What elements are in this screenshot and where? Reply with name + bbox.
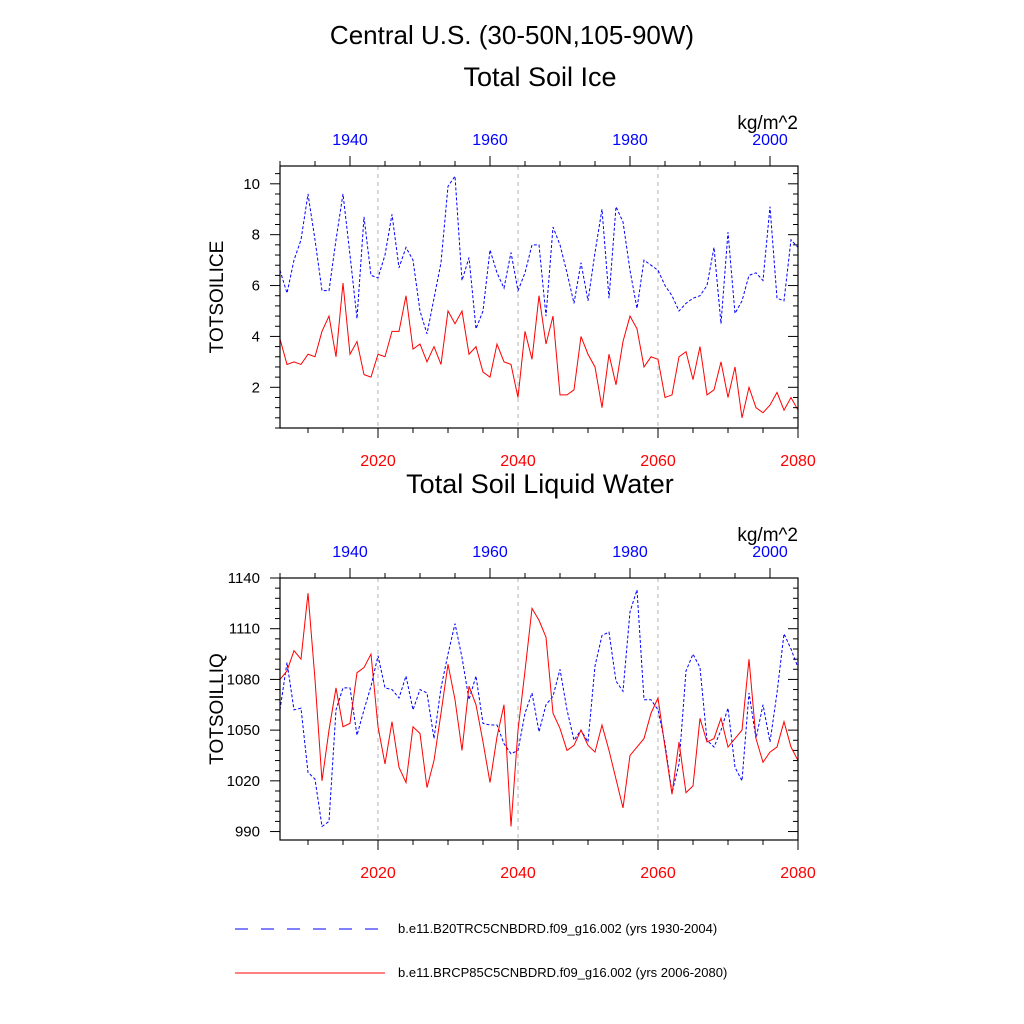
series-future-line (279, 593, 799, 827)
x-bottom-tick-label: 2040 (500, 453, 536, 470)
plot-frame (279, 577, 799, 841)
x-bottom-tick-label: 2020 (360, 453, 396, 470)
x-top-tick-label: 1940 (332, 132, 368, 149)
x-top-tick-label: 1980 (612, 132, 648, 149)
y-axis-label: TOTSOILICE (207, 241, 228, 354)
x-bottom-tick-label: 2040 (500, 865, 536, 882)
units-label: kg/m^2 (737, 113, 798, 134)
series-historical-line (279, 174, 799, 335)
x-top-tick-label: 2000 (752, 544, 788, 561)
x-top-tick-label: 1940 (332, 544, 368, 561)
x-bottom-tick-label: 2080 (780, 453, 816, 470)
y-tick-label: 990 (235, 824, 260, 841)
soil-ice-panel: Total Soil Ice kg/m^2 TOTSOILICE 2 4 6 8 10 2020… (207, 62, 816, 470)
y-axis-label: TOTSOILLIQ (207, 653, 228, 765)
x-top-tick-label: 1960 (472, 132, 508, 149)
x-top-tick-label: 1980 (612, 544, 648, 561)
y-tick-label: 1020 (227, 773, 260, 790)
panel-title: Total Soil Ice (463, 62, 616, 92)
y-tick-label: 8 (252, 227, 260, 244)
y-tick-label: 1110 (229, 621, 260, 638)
plot-frame (279, 165, 799, 429)
y-tick-label: 1140 (228, 570, 260, 587)
x-bottom-tick-label: 2060 (640, 453, 676, 470)
region-title: Central U.S. (30-50N,105-90W) (330, 20, 694, 50)
y-tick-label: 10 (243, 176, 260, 193)
x-bottom-tick-label: 2020 (360, 865, 396, 882)
x-top-tick-label: 2000 (752, 132, 788, 149)
y-tick-label: 2 (252, 379, 260, 396)
units-label: kg/m^2 (737, 525, 798, 546)
legend-historical-label: b.e11.B20TRC5CNBDRD.f09_g16.002 (yrs 193… (398, 921, 717, 936)
panel-title: Total Soil Liquid Water (406, 469, 674, 499)
x-bottom-tick-label: 2080 (780, 865, 816, 882)
x-bottom-tick-label: 2060 (640, 865, 676, 882)
soil-liquid-panel: Total Soil Liquid Water kg/m^2 TOTSOILLIQ 9… (207, 469, 816, 882)
series-historical-line (279, 589, 799, 828)
y-tick-label: 6 (252, 278, 260, 295)
legend-future-label: b.e11.BRCP85C5CNBDRD.f09_g16.002 (yrs 20… (398, 965, 727, 980)
legend: b.e11.B20TRC5CNBDRD.f09_g16.002 (yrs 193… (235, 921, 727, 980)
y-tick-label: 1080 (227, 671, 260, 688)
series-future-line (279, 282, 799, 418)
y-tick-label: 4 (252, 328, 260, 345)
y-tick-label: 1050 (227, 722, 260, 739)
x-top-tick-label: 1960 (472, 544, 508, 561)
